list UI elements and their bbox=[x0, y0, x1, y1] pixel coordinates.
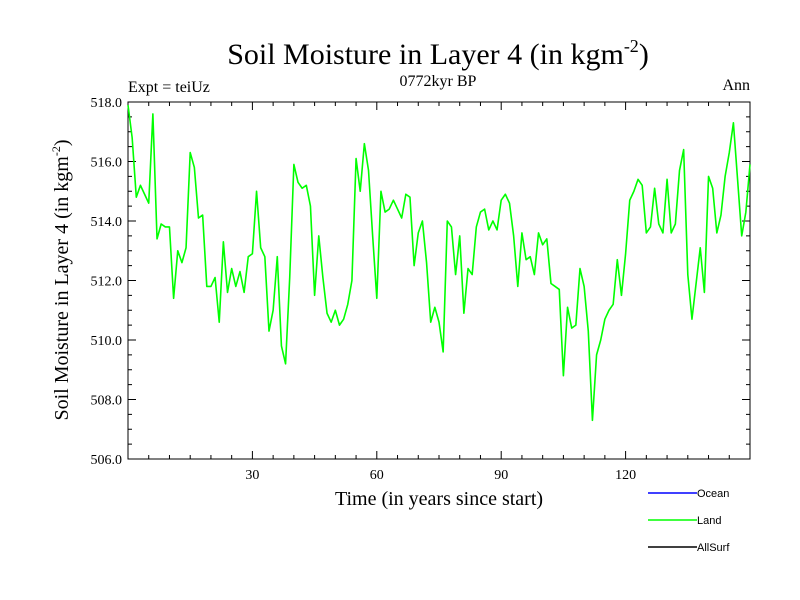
axis-ticks bbox=[128, 101, 750, 460]
legend-label-land: Land bbox=[697, 515, 721, 527]
legend: Ocean Land AllSurf bbox=[648, 488, 730, 554]
y-axis-label: Soil Moisture in Layer 4 (in kgm-2) bbox=[49, 139, 73, 420]
series-line-land bbox=[127, 104, 751, 422]
chart-title-close: ) bbox=[639, 38, 649, 71]
legend-label-allsurf: AllSurf bbox=[697, 542, 730, 554]
y-tick-label: 518.0 bbox=[91, 96, 123, 111]
chart-subtitle: 0772kyr BP bbox=[400, 73, 477, 90]
x-tick-label: 120 bbox=[615, 468, 636, 483]
y-tick-label: 516.0 bbox=[91, 156, 123, 171]
y-tick-label: 508.0 bbox=[91, 394, 123, 409]
chart-title-main: Soil Moisture in Layer 4 (in kgm bbox=[227, 38, 624, 71]
experiment-label: Expt = teiUz bbox=[128, 79, 210, 96]
x-axis-label: Time (in years since start) bbox=[335, 488, 543, 510]
series-layer bbox=[127, 104, 751, 422]
y-tick-label: 510.0 bbox=[91, 334, 123, 349]
y-tick-label: 506.0 bbox=[91, 453, 123, 468]
chart-title-superscript: -2 bbox=[624, 36, 639, 56]
y-tick-label: 512.0 bbox=[91, 275, 123, 290]
x-tick-label: 30 bbox=[245, 468, 259, 483]
y-axis-label-main: Soil Moisture in Layer 4 (in kgm bbox=[51, 156, 73, 421]
y-axis-label-superscript: -2 bbox=[49, 146, 63, 156]
period-label: Ann bbox=[722, 77, 750, 94]
legend-label-ocean: Ocean bbox=[697, 488, 729, 500]
x-tick-label: 60 bbox=[370, 468, 384, 483]
chart-title: Soil Moisture in Layer 4 (in kgm-2) bbox=[227, 36, 649, 71]
y-axis-label-close: ) bbox=[51, 139, 73, 146]
axis-tick-labels: 506.0 508.0 510.0 512.0 514.0 516.0 518.0 30 60 9… bbox=[91, 96, 637, 483]
x-tick-label: 90 bbox=[494, 468, 508, 483]
y-tick-label: 514.0 bbox=[91, 215, 123, 230]
